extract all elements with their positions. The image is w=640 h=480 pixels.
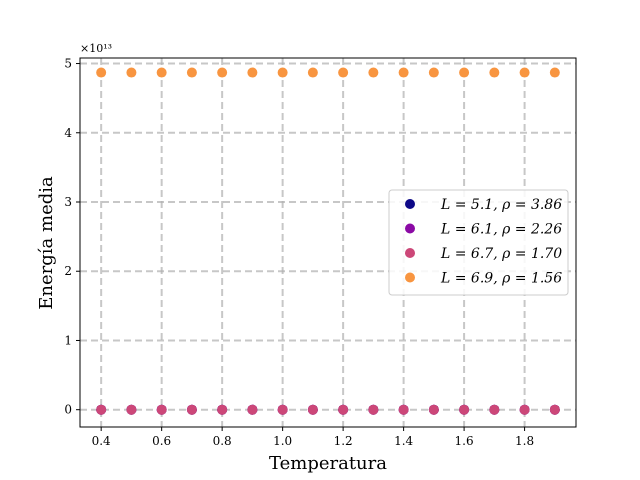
legend-entry: L = 6.1, ρ = 2.26 xyxy=(440,222,562,238)
data-point xyxy=(368,67,379,78)
data-point xyxy=(307,404,318,415)
data-point xyxy=(217,67,228,78)
y-axis-ticks: 0 1 2 3 4 5 xyxy=(64,57,80,417)
legend-marker xyxy=(405,248,415,258)
data-point xyxy=(489,404,500,415)
x-axis-label: Temperatura xyxy=(269,453,387,474)
data-point xyxy=(156,67,167,78)
data-point xyxy=(186,67,197,78)
data-point xyxy=(338,404,349,415)
data-point xyxy=(307,67,318,78)
legend-box xyxy=(388,189,569,296)
y-tick-label: 3 xyxy=(64,195,72,209)
legend-entry: L = 5.1, ρ = 3.86 xyxy=(440,197,562,213)
data-point xyxy=(428,404,439,415)
data-point xyxy=(96,404,107,415)
legend-marker xyxy=(405,199,415,209)
y-axis-label: Energía media xyxy=(36,176,57,310)
data-point xyxy=(126,404,137,415)
data-point xyxy=(549,67,560,78)
data-point xyxy=(428,67,439,78)
data-point xyxy=(368,404,379,415)
y-tick-label: 5 xyxy=(64,57,72,71)
x-tick-label: 1.2 xyxy=(334,434,353,448)
data-point xyxy=(277,404,288,415)
x-tick-label: 0.6 xyxy=(152,434,171,448)
data-point xyxy=(489,67,500,78)
x-tick-label: 1.0 xyxy=(273,434,292,448)
x-tick-label: 1.6 xyxy=(455,434,474,448)
data-point xyxy=(549,404,560,415)
data-point xyxy=(277,67,288,78)
data-point xyxy=(96,67,107,78)
y-tick-label: 0 xyxy=(64,403,72,417)
data-point xyxy=(338,67,349,78)
x-tick-label: 0.4 xyxy=(92,434,111,448)
data-point xyxy=(247,67,258,78)
data-point xyxy=(398,67,409,78)
data-point xyxy=(519,404,530,415)
data-point xyxy=(519,67,530,78)
data-point xyxy=(459,67,470,78)
data-point xyxy=(247,404,258,415)
data-point xyxy=(186,404,197,415)
data-point xyxy=(217,404,228,415)
y-offset-label: ×10¹³ xyxy=(80,42,112,55)
legend: L = 5.1, ρ = 3.86 L = 6.1, ρ = 2.26 L = 6.… xyxy=(388,189,569,296)
x-tick-label: 1.4 xyxy=(394,434,413,448)
y-tick-label: 4 xyxy=(64,126,72,140)
x-tick-label: 0.8 xyxy=(213,434,232,448)
data-point xyxy=(156,404,167,415)
data-points xyxy=(96,67,560,415)
legend-marker xyxy=(405,223,415,234)
x-tick-label: 1.8 xyxy=(515,434,534,448)
y-tick-label: 2 xyxy=(64,264,72,278)
legend-entry: L = 6.7, ρ = 1.70 xyxy=(440,246,562,262)
data-point xyxy=(459,404,470,415)
plot-frame xyxy=(79,57,577,428)
legend-marker xyxy=(405,272,415,283)
x-axis-ticks: 0.4 0.6 0.8 1.0 1.2 1.4 1.6 1.8 xyxy=(92,427,534,448)
y-tick-label: 1 xyxy=(64,333,72,347)
data-point xyxy=(126,67,137,78)
legend-entry: L = 6.9, ρ = 1.56 xyxy=(440,271,562,287)
data-point xyxy=(398,404,409,415)
